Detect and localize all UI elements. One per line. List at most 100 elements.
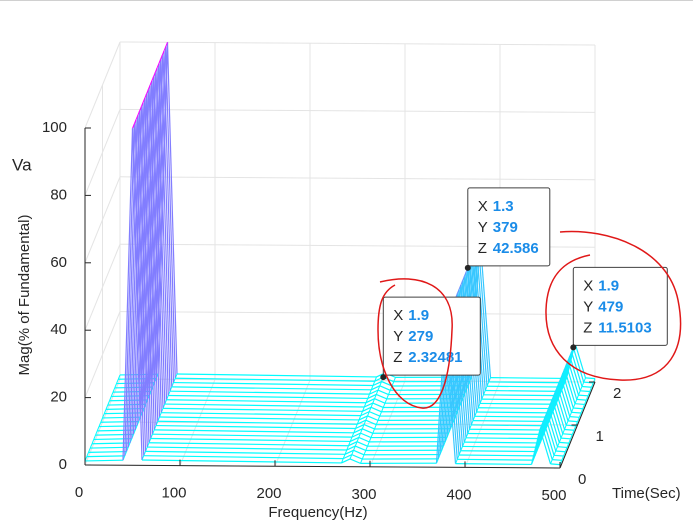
mesh-line — [112, 387, 116, 393]
mesh-line — [152, 76, 164, 409]
mesh-line — [96, 426, 100, 432]
mesh-line — [569, 415, 580, 418]
mesh-line — [458, 454, 536, 457]
mesh-line — [393, 377, 396, 382]
mesh-line — [548, 407, 560, 443]
mesh-line — [358, 436, 370, 443]
mesh-line — [490, 377, 567, 380]
mesh-line — [356, 437, 360, 442]
y-axis-label: Time(Sec) — [612, 485, 681, 502]
mesh-line — [479, 402, 557, 405]
grid-line — [84, 176, 121, 263]
mesh-line — [102, 416, 141, 419]
mesh-line — [372, 428, 375, 434]
mesh-line — [564, 428, 575, 431]
mesh-line — [144, 93, 147, 99]
mesh-line — [465, 437, 543, 440]
datatip-value: 42.586 — [493, 240, 539, 257]
mesh-line — [377, 385, 381, 391]
mesh-line — [388, 390, 391, 395]
mesh-line — [577, 417, 580, 422]
mesh-line — [362, 406, 372, 412]
mesh-line — [560, 373, 564, 378]
mesh-line — [542, 420, 555, 456]
mesh-line — [141, 459, 342, 464]
mesh-line — [132, 123, 135, 129]
mesh-line — [555, 390, 567, 426]
mesh-line — [84, 459, 124, 462]
mesh-line — [544, 411, 548, 417]
mesh-line — [165, 46, 176, 379]
mesh-line — [582, 404, 585, 409]
grid-line — [119, 311, 596, 316]
mesh-line — [360, 411, 370, 417]
mesh-line — [367, 411, 370, 417]
mesh-line — [486, 385, 564, 388]
annotation-circle — [377, 278, 453, 409]
mesh-line — [140, 106, 152, 439]
datatip-value: 2.32481 — [408, 349, 462, 366]
mesh-line — [553, 394, 566, 430]
datatip-box — [467, 187, 551, 267]
mesh-line — [456, 289, 460, 294]
mesh-line — [376, 393, 387, 400]
mesh-line — [145, 450, 346, 455]
mesh-line — [458, 284, 462, 290]
mesh-line — [110, 391, 114, 397]
mesh-line — [353, 445, 356, 451]
mesh-line — [148, 442, 349, 447]
mesh-line — [471, 424, 548, 427]
mesh-line — [86, 452, 89, 457]
mesh-line — [135, 115, 139, 120]
mesh-line — [553, 454, 564, 457]
mesh-line — [585, 377, 596, 380]
mesh-line — [384, 398, 388, 404]
x-axis-label: Frequency(Hz) — [268, 504, 367, 521]
datatip-value: 479 — [598, 298, 623, 315]
mesh-line — [159, 416, 360, 421]
datatip-label: X — [583, 277, 593, 294]
mesh-line — [149, 80, 153, 86]
datatip-value: 379 — [493, 219, 518, 236]
mesh-line — [583, 381, 594, 384]
mesh-line — [104, 412, 143, 415]
annotation-circle — [545, 230, 682, 381]
mesh-line — [550, 398, 553, 404]
datatip-marker — [464, 264, 471, 271]
datatip-marker — [570, 344, 577, 351]
mesh-line — [457, 458, 534, 461]
mesh-line — [552, 458, 562, 461]
mesh-line — [86, 455, 125, 458]
mesh-line — [569, 355, 581, 391]
mesh-line — [342, 454, 353, 460]
mesh-line — [103, 409, 107, 414]
mesh-line — [156, 63, 160, 69]
mesh-line — [356, 441, 368, 447]
mesh-line — [157, 420, 358, 425]
mesh-line — [140, 102, 144, 107]
x-tick-label: 200 — [256, 485, 281, 502]
mesh-line — [562, 368, 566, 374]
mesh-line — [557, 446, 568, 449]
grid-line — [84, 244, 121, 331]
mesh-line — [122, 128, 134, 461]
mesh-line — [171, 386, 372, 391]
mesh-line — [574, 403, 585, 406]
mesh-line — [483, 394, 560, 397]
mesh-line — [472, 420, 550, 423]
mesh-line — [362, 428, 373, 434]
x-tick-label: 0 — [75, 484, 83, 501]
mesh-line — [142, 102, 154, 435]
grid-line — [119, 41, 596, 46]
mesh-line — [368, 407, 372, 412]
mesh-line — [572, 347, 585, 383]
mesh-line — [161, 55, 173, 387]
mesh-line — [539, 428, 552, 465]
mesh-line — [147, 85, 151, 90]
mesh-line — [158, 59, 161, 64]
mesh-line — [91, 442, 131, 445]
grid-line — [84, 311, 121, 398]
mesh-line — [138, 111, 150, 443]
datatip-label: Z — [393, 349, 402, 366]
mesh-line — [488, 381, 565, 384]
